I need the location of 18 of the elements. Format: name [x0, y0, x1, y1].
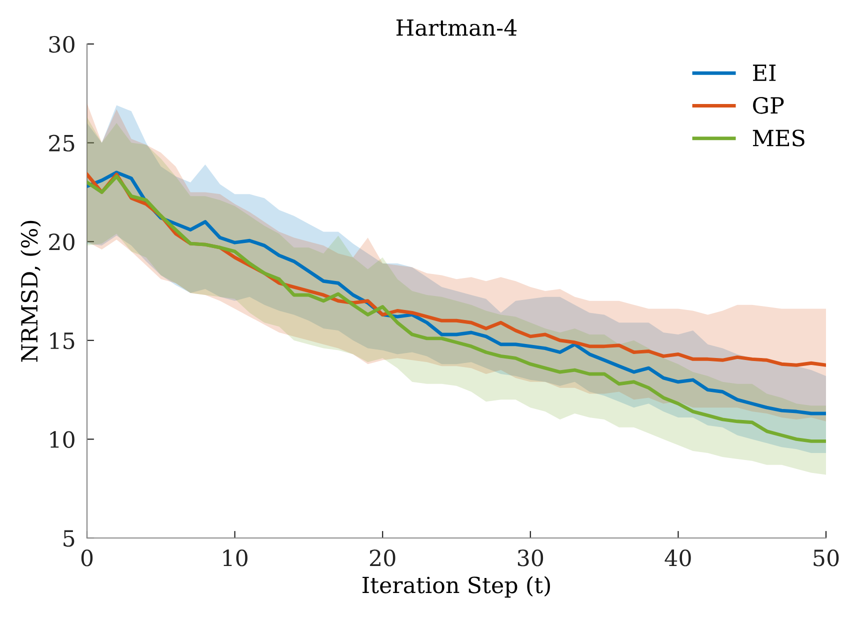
- x-tick-label: 0: [81, 550, 93, 566]
- legend-label: MES: [752, 130, 804, 146]
- y-tick-label: 5: [64, 530, 74, 547]
- x-tick-label: 30: [518, 550, 544, 566]
- chart-title: Hartman-4: [396, 19, 517, 36]
- legend-label: GP: [753, 97, 784, 114]
- y-tick-label: 20: [49, 234, 74, 250]
- x-tick-label: 20: [370, 550, 396, 566]
- y-tick-label: 10: [50, 431, 74, 448]
- x-axis-title: Iteration Step (t): [362, 576, 550, 598]
- y-tick-label: 15: [50, 332, 74, 350]
- x-tick-label: 10: [223, 550, 248, 566]
- y-tick-label: 25: [49, 134, 74, 152]
- legend-label: EI: [753, 64, 776, 81]
- x-tick-label: 50: [814, 550, 839, 566]
- x-tick-label: 40: [664, 550, 691, 566]
- y-axis-title: NRMSD, (%): [20, 220, 41, 362]
- y-tick-label: 30: [49, 36, 74, 53]
